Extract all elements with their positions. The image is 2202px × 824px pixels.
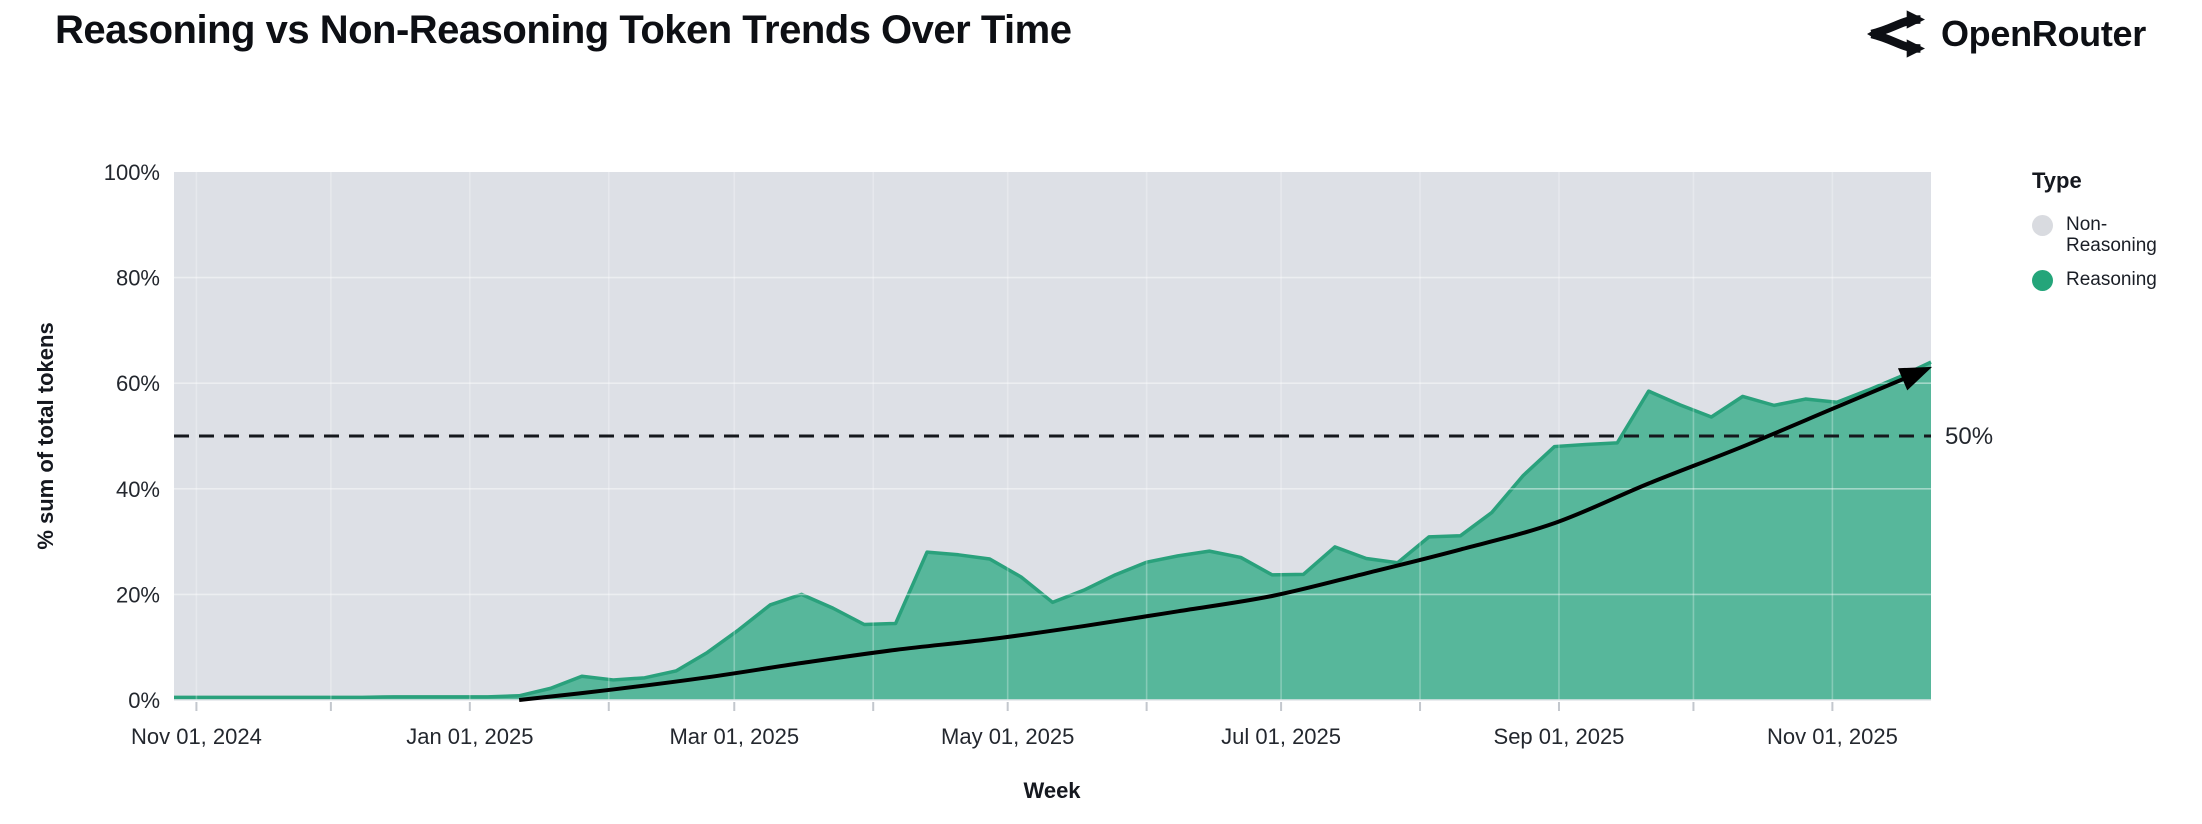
x-tick-label: Sep 01, 2025 [1494, 724, 1625, 749]
openrouter-logo-icon [1866, 8, 1925, 60]
y-tick-label: 0% [128, 688, 160, 713]
x-tick-label: Mar 01, 2025 [669, 724, 799, 749]
x-tick-label: May 01, 2025 [941, 724, 1074, 749]
trend-arrow-curve [518, 368, 1926, 702]
legend-label: Non-Reasoning [2066, 214, 2157, 257]
reasoning-area-outline [174, 360, 1932, 700]
y-tick-label: 20% [116, 582, 160, 607]
legend-label: Reasoning [2066, 268, 2157, 290]
x-tick-label: Nov 01, 2025 [1767, 724, 1898, 749]
x-tick-label: Nov 01, 2024 [131, 724, 262, 749]
non-reasoning-swatch-icon [2032, 215, 2053, 236]
brand: OpenRouter [1866, 8, 2146, 60]
y-tick-label: 60% [116, 371, 160, 396]
fifty-percent-label: 50% [1945, 423, 1993, 450]
x-tick-label: Jan 01, 2025 [406, 724, 533, 749]
brand-name: OpenRouter [1940, 13, 2146, 54]
page-title: Reasoning vs Non-Reasoning Token Trends … [55, 8, 1072, 52]
reasoning-swatch-icon [2032, 269, 2053, 291]
y-tick-label: 100% [104, 160, 160, 185]
reasoning-area [174, 362, 1931, 700]
legend-item-non-reasoning: Non-Reasoning [2032, 214, 2202, 257]
y-tick-label: 40% [116, 477, 160, 502]
legend-item-reasoning: Reasoning [2032, 269, 2202, 291]
legend-title: Type [2032, 168, 2082, 193]
x-axis-title: Week [1023, 778, 1081, 803]
y-tick-label: 80% [116, 266, 160, 291]
legend: Type Non-Reasoning Reasoning [2032, 168, 2202, 303]
trend-arrowhead [1897, 366, 1933, 391]
x-tick-label: Jul 01, 2025 [1221, 724, 1341, 749]
